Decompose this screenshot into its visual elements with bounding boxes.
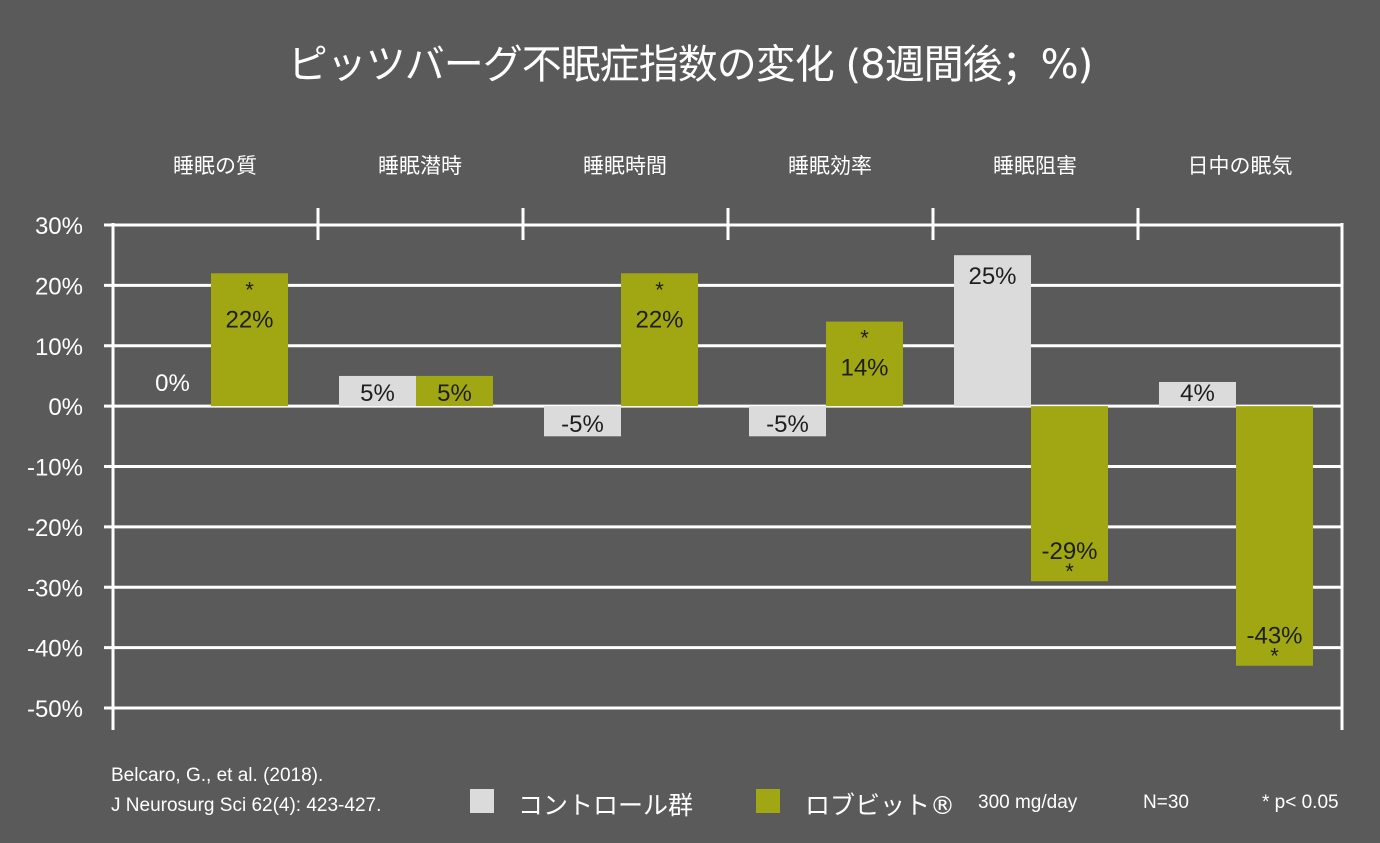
y-tick-label: 10% (35, 334, 83, 361)
category-label: 睡眠時間 (583, 154, 667, 178)
y-tick-label: 30% (35, 213, 83, 240)
data-label: 5% (437, 380, 472, 407)
data-label: -5% (561, 411, 604, 438)
y-tick-label: -10% (27, 455, 83, 482)
axes (111, 208, 1344, 730)
data-label: 22% (225, 306, 273, 333)
data-label: 25% (968, 263, 1016, 290)
category-label: 睡眠阻害 (993, 154, 1077, 178)
bar-treatment (621, 273, 698, 407)
bar-control (544, 406, 621, 437)
bar-control (954, 255, 1031, 407)
bar-treatment (1236, 406, 1313, 666)
bar-control (1159, 381, 1236, 407)
significance-star: * (245, 277, 254, 302)
data-label: -29% (1041, 538, 1097, 565)
gridlines (104, 223, 1342, 710)
category-label: 睡眠の質 (173, 154, 257, 178)
data-label: 4% (1180, 380, 1215, 407)
category-label: 睡眠潜時 (378, 154, 462, 178)
significance-star: * (860, 326, 869, 351)
labels: 30% 20% 10% 0% -10% -20% -30% -40% -50% 睡眠の質 睡眠潜時 睡… (27, 154, 1303, 723)
bar-control (749, 406, 826, 437)
bars (211, 255, 1313, 666)
data-label: 0% (155, 370, 190, 397)
data-label: 14% (840, 355, 888, 382)
bar-control (339, 375, 416, 407)
significance-star: * (1270, 644, 1279, 669)
y-tick-label: -50% (27, 696, 83, 723)
data-label: -5% (766, 411, 809, 438)
chart-title: ピッツバーグ不眠症指数の変化 (8週間後；%) (287, 42, 1093, 88)
category-label: 日中の眠気 (1188, 154, 1293, 178)
category-label: 睡眠効率 (788, 154, 872, 178)
bar-treatment (1031, 406, 1108, 582)
y-tick-label: -30% (27, 575, 83, 602)
y-tick-label: -20% (27, 515, 83, 542)
bar-treatment (826, 321, 903, 407)
y-tick-label: 0% (48, 394, 83, 421)
significance-star: * (1065, 559, 1074, 584)
bar-treatment (211, 273, 288, 407)
data-label: 5% (360, 380, 395, 407)
bar-treatment (416, 375, 493, 407)
data-label: -43% (1246, 623, 1302, 650)
significance-star: * (655, 277, 664, 302)
y-tick-label: 20% (35, 273, 83, 300)
y-tick-label: -40% (27, 636, 83, 663)
data-label: 22% (635, 306, 683, 333)
